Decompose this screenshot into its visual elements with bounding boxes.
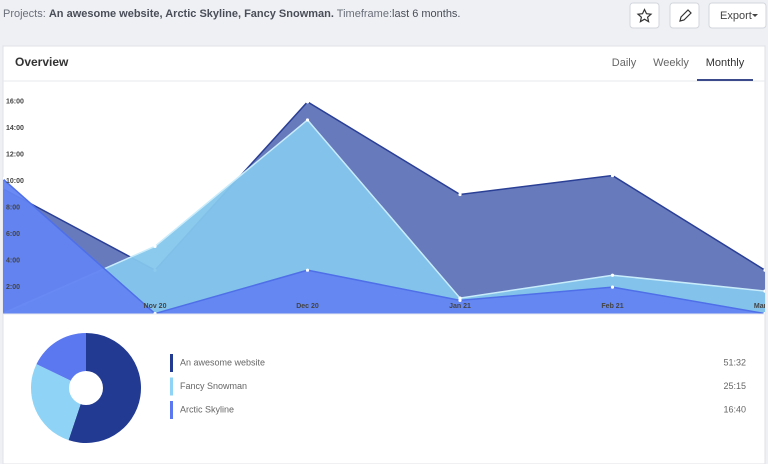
projects: An awesome website, Arctic Skyline, Fanc… xyxy=(49,8,334,20)
point xyxy=(610,173,615,178)
point xyxy=(153,244,157,248)
point xyxy=(458,298,462,302)
projects-label: Projects: xyxy=(3,8,46,20)
tab[interactable]: Weekly xyxy=(653,57,689,69)
legend-swatch xyxy=(170,377,173,396)
plot: 2:00 4:00 6:00 8:00 10:00 12:00 14:00 16:00 Nov … xyxy=(3,99,768,315)
header-text: Projects: An awesome website, Arctic Sky… xyxy=(3,8,461,20)
point xyxy=(305,100,310,104)
pie-slice xyxy=(68,333,141,443)
x-tick-label: Feb 21 xyxy=(601,303,623,310)
timeframe-label: Timeframe: xyxy=(337,8,392,20)
y-tick-label: 14:00 xyxy=(6,125,24,132)
star-icon xyxy=(636,8,653,23)
x-tick-label: Mar 21 xyxy=(754,303,768,310)
panel-title: Overview xyxy=(15,55,69,69)
value-label: 16:40 xyxy=(723,404,746,414)
area-line xyxy=(3,100,765,272)
x-tick-label: Jan 21 xyxy=(449,303,471,310)
x-tick-label: Nov 20 xyxy=(144,303,167,310)
timeframe: last 6 months. xyxy=(392,8,460,20)
pie-slice xyxy=(36,333,86,388)
caret xyxy=(752,14,758,17)
legend-label: Arctic Skyline xyxy=(180,404,234,414)
legend-label: Fancy Snowman xyxy=(180,381,247,391)
point xyxy=(305,118,310,122)
edit-button[interactable] xyxy=(669,2,700,29)
legend-swatch xyxy=(170,354,173,372)
tabs: Daily Weekly Monthly xyxy=(612,57,753,81)
y-tick-label: 4:00 xyxy=(6,258,20,265)
y-tick-label: 8:00 xyxy=(6,205,20,212)
point xyxy=(305,268,310,272)
area-chart: 2:00 4:00 6:00 8:00 10:00 12:00 14:00 16:00 Nov … xyxy=(3,99,768,315)
area-line xyxy=(3,178,765,315)
point xyxy=(763,289,765,293)
point xyxy=(458,192,462,197)
star-button[interactable] xyxy=(629,2,660,29)
y-tick-label: 16:00 xyxy=(6,99,24,106)
legend-swatch xyxy=(170,401,173,419)
tab[interactable]: Daily xyxy=(612,57,637,69)
y-tick-label: 10:00 xyxy=(6,178,24,185)
point xyxy=(610,273,615,277)
pencil-icon xyxy=(679,9,692,22)
export-label: Export xyxy=(720,10,752,22)
value-label: 25:15 xyxy=(723,381,746,391)
point xyxy=(458,296,462,300)
x-tick-label: Dec 20 xyxy=(296,303,319,310)
donut-hole xyxy=(69,371,103,405)
y-tick-label: 2:00 xyxy=(6,284,20,291)
y-tick-label: 12:00 xyxy=(6,152,24,159)
pie-chart: An awesome website 51:32 Fancy Snowman 25:1… xyxy=(30,333,746,443)
export-button[interactable] xyxy=(708,2,767,29)
y-tick-label: 6:00 xyxy=(6,231,20,238)
tab[interactable]: Monthly xyxy=(706,57,745,69)
value-label: 51:32 xyxy=(723,357,746,367)
point xyxy=(3,177,5,181)
legend-label: An awesome website xyxy=(180,357,265,367)
area-line xyxy=(3,118,765,315)
area-fill xyxy=(3,119,765,314)
point xyxy=(610,285,615,289)
point xyxy=(763,268,765,272)
area-fill xyxy=(3,179,765,314)
